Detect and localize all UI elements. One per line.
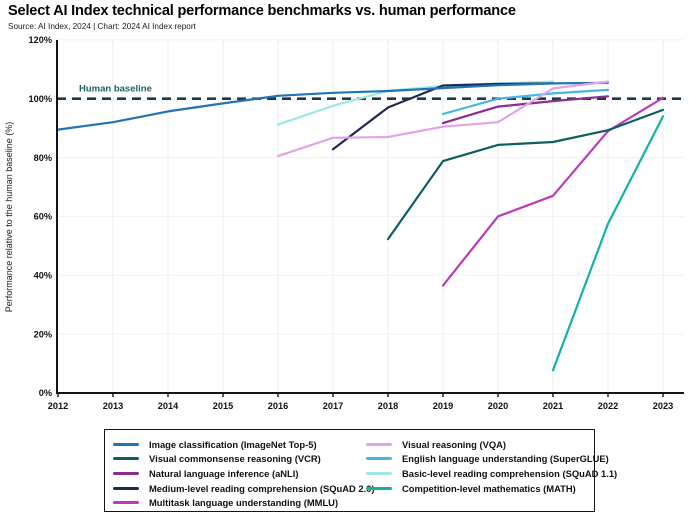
- legend-label: Visual commonsense reasoning (VCR): [149, 453, 321, 465]
- x-tick-label: 2017: [323, 401, 343, 411]
- y-tick-label: 40%: [34, 270, 52, 280]
- legend-item-squad1: Basic-level reading comprehension (SQuAD…: [366, 466, 617, 481]
- legend-swatch-math: [366, 486, 392, 490]
- x-tick-label: 2013: [103, 401, 123, 411]
- y-tick-label: 80%: [34, 153, 52, 163]
- x-tick-label: 2016: [268, 401, 288, 411]
- x-tick-label: 2014: [158, 401, 179, 411]
- human-baseline-label: Human baseline: [79, 84, 152, 95]
- series-line-math: [551, 115, 665, 372]
- series-line-anli: [441, 95, 610, 125]
- x-tick-label: 2015: [213, 401, 233, 411]
- legend-swatch-vcr: [113, 457, 139, 461]
- series-line-mmlu: [441, 96, 665, 287]
- x-tick-label: 2019: [433, 401, 453, 411]
- series-line-vqa: [276, 80, 610, 158]
- page-title: Select AI Index technical performance be…: [8, 3, 516, 19]
- legend-item-anli: Natural language inference (aNLI): [113, 466, 366, 481]
- legend-item-math: Competition-level mathematics (MATH): [366, 481, 591, 496]
- legend-label: Image classification (ImageNet Top-5): [149, 438, 317, 450]
- series-lines: [56, 80, 665, 372]
- x-tick-label: 2012: [48, 401, 68, 411]
- series-line-squad1: [276, 80, 555, 126]
- x-tick-label: 2018: [378, 401, 398, 411]
- legend-box: Image classification (ImageNet Top-5) Vis…: [104, 429, 617, 512]
- legend-label: Medium-level reading comprehension (SQuA…: [149, 482, 375, 494]
- series-line-superglue: [441, 88, 610, 116]
- legend-item-imagenet: Image classification (ImageNet Top-5): [113, 437, 366, 452]
- legend-swatch-imagenet: [113, 442, 139, 446]
- axes: [56, 40, 684, 397]
- y-tick-label: 0%: [39, 388, 52, 398]
- legend-column-left: Image classification (ImageNet Top-5) Vis…: [113, 437, 375, 511]
- legend-label: Multitask language understanding (MMLU): [149, 497, 339, 509]
- legend-swatch-vqa: [366, 442, 392, 446]
- legend-column-right: Visual reasoning (VQA) English language u…: [366, 437, 617, 511]
- source-caption: Source: AI Index, 2024 | Chart: 2024 AI …: [8, 22, 196, 31]
- x-tick-label: 2020: [488, 401, 508, 411]
- y-tick-label: 100%: [29, 94, 53, 104]
- legend-item-squad2: Medium-level reading comprehension (SQuA…: [113, 481, 375, 496]
- legend-label: Competition-level mathematics (MATH): [402, 482, 576, 494]
- y-tick-label: 60%: [34, 212, 52, 222]
- legend-swatch-anli: [113, 471, 139, 475]
- legend-label: English language understanding (SuperGLU…: [402, 453, 609, 465]
- x-tick-label: 2023: [653, 401, 673, 411]
- legend-item-superglue: English language understanding (SuperGLU…: [366, 452, 609, 467]
- legend-label: Natural language inference (aNLI): [149, 467, 299, 479]
- legend-item-vcr: Visual commonsense reasoning (VCR): [113, 452, 366, 467]
- y-tick-label: 20%: [34, 329, 52, 339]
- legend-swatch-squad2: [113, 486, 139, 490]
- legend-item-vqa: Visual reasoning (VQA): [366, 437, 591, 452]
- legend-swatch-squad1: [366, 471, 392, 475]
- series-line-vcr: [386, 108, 665, 241]
- series-line-imagenet: [56, 81, 610, 131]
- legend-swatch-superglue: [366, 457, 392, 461]
- y-axis-title: Performance relative to the human baseli…: [4, 122, 14, 313]
- x-tick-label: 2021: [543, 401, 563, 411]
- chart-header: Select AI Index technical performance be…: [8, 3, 696, 31]
- y-tick-label: 120%: [29, 35, 53, 45]
- tick-labels: 0% 20% 40% 60% 80% 100% 120% 2012 2013 2014 2015 20…: [29, 35, 674, 411]
- legend-swatch-mmlu: [113, 501, 139, 505]
- legend-label: Basic-level reading comprehension (SQuAD…: [402, 467, 618, 479]
- legend-item-mmlu: Multitask language understanding (MMLU): [113, 495, 366, 510]
- legend-label: Visual reasoning (VQA): [402, 438, 507, 450]
- x-tick-label: 2022: [598, 401, 618, 411]
